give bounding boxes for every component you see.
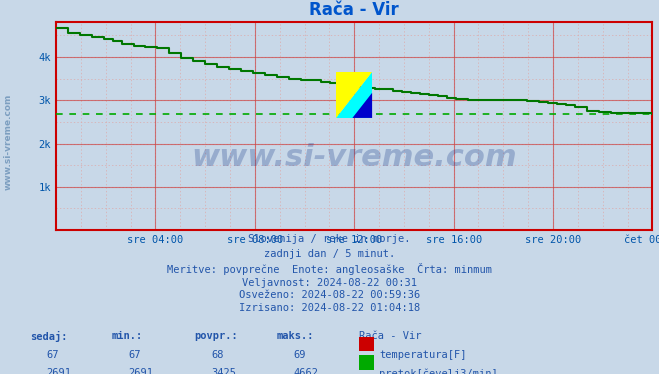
Text: 4662: 4662 [293,368,318,374]
Text: povpr.:: povpr.: [194,331,238,341]
Polygon shape [336,72,372,118]
Text: pretok[čevelj3/min]: pretok[čevelj3/min] [379,368,498,374]
Text: sedaj:: sedaj: [30,331,67,342]
Text: Meritve: povprečne  Enote: angleosaške  Črta: minmum: Meritve: povprečne Enote: angleosaške Čr… [167,263,492,275]
Text: Slovenija / reke in morje.: Slovenija / reke in morje. [248,234,411,244]
Text: 69: 69 [293,350,306,359]
Polygon shape [336,72,372,118]
Text: 67: 67 [129,350,141,359]
Text: min.:: min.: [112,331,143,341]
Text: Veljavnost: 2024-08-22 00:31: Veljavnost: 2024-08-22 00:31 [242,278,417,288]
Text: 68: 68 [211,350,223,359]
Text: Izrisano: 2024-08-22 01:04:18: Izrisano: 2024-08-22 01:04:18 [239,303,420,313]
Text: 2691: 2691 [129,368,154,374]
Bar [359,355,374,370]
Text: 2691: 2691 [46,368,71,374]
Text: Osveženo: 2024-08-22 00:59:36: Osveženo: 2024-08-22 00:59:36 [239,291,420,300]
Text: maks.:: maks.: [277,331,314,341]
Text: Rača - Vir: Rača - Vir [359,331,422,341]
Text: www.si-vreme.com: www.si-vreme.com [3,94,13,190]
Polygon shape [353,93,372,118]
Text: 67: 67 [46,350,59,359]
Bar [359,337,374,351]
Text: 3425: 3425 [211,368,236,374]
Text: temperatura[F]: temperatura[F] [379,350,467,359]
Text: zadnji dan / 5 minut.: zadnji dan / 5 minut. [264,249,395,259]
Title: Rača - Vir: Rača - Vir [309,1,399,19]
Text: www.si-vreme.com: www.si-vreme.com [191,143,517,172]
